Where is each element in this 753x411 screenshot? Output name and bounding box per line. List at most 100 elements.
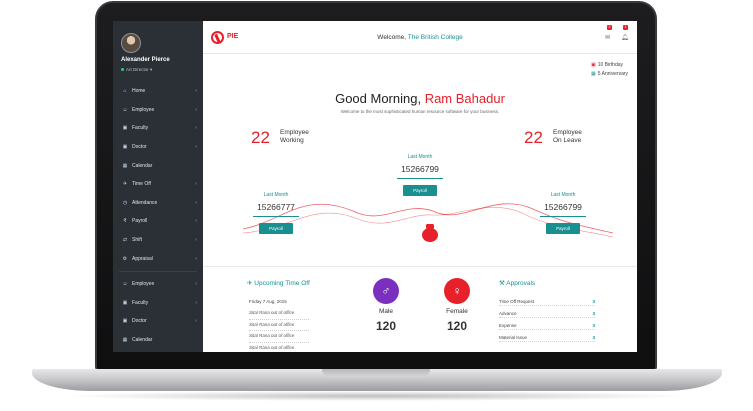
last-month-title: Last Month xyxy=(550,192,576,198)
money-bag-icon xyxy=(422,224,438,242)
user-role-label: Art Director xyxy=(126,67,149,72)
greeting-subtitle: Welcome to the most sophisticated human … xyxy=(340,109,500,114)
sidebar-nav: ⌂ Home ‹ ☺ Employee ‹ ▣ Faculty ‹ ▣ Doctor ‹ ▦ Ca… xyxy=(113,82,203,349)
last-month-right: Last Month 15266799 Payroll xyxy=(531,192,595,235)
time-off-date: Friday 7 Aug, 2015 xyxy=(249,299,287,304)
gift-icon: ▣ xyxy=(591,62,596,68)
female-icon: ♀ xyxy=(444,278,470,304)
sidebar-item-label: Appraisal xyxy=(132,255,153,262)
payroll-button[interactable]: Payroll xyxy=(403,185,437,196)
greeting-heading: Good Morning, Ram Bahadur xyxy=(203,91,637,106)
male-icon: ♂ xyxy=(373,278,399,304)
birthday-link[interactable]: ▣ 10 Birthday xyxy=(591,61,628,70)
events-summary: ▣ 10 Birthday ▦ 5 Anniversary xyxy=(591,61,628,79)
anniversary-link[interactable]: ▦ 5 Anniversary xyxy=(591,70,628,79)
approvals-title: ⚒ Approvals xyxy=(499,279,535,287)
upcoming-time-off-title: ✈ Upcoming Time Off xyxy=(247,279,310,287)
chevron-left-icon: ‹ xyxy=(195,237,197,244)
payroll-button[interactable]: Payroll xyxy=(546,223,580,234)
sidebar-item-label: Shift xyxy=(132,237,143,244)
sidebar-item-employee[interactable]: ☺ Employee ‹ xyxy=(113,101,203,120)
user-name: Alexander Pierce xyxy=(121,57,170,63)
employees-on-leave-label: Employee On Leave xyxy=(553,129,582,144)
payroll-button[interactable]: Payroll xyxy=(259,223,293,234)
chevron-left-icon: ‹ xyxy=(195,281,197,288)
chevron-left-icon: ‹ xyxy=(195,106,197,113)
sidebar-item-label: Employee xyxy=(132,281,155,288)
employees-on-leave-count: 22 xyxy=(524,128,543,147)
approval-count: 3 xyxy=(592,323,595,328)
chevron-left-icon: ‹ xyxy=(195,144,197,151)
logo-text[interactable]: PIE xyxy=(227,33,239,40)
stat-label-line: Working xyxy=(280,136,304,144)
briefcase-icon: ▣ xyxy=(122,318,128,325)
list-item[interactable]: Sital Rana out of office xyxy=(249,331,309,344)
chevron-left-icon: ‹ xyxy=(195,199,197,206)
sidebar-item-home[interactable]: ⌂ Home ‹ xyxy=(113,82,203,101)
last-month-underline xyxy=(253,216,299,217)
approval-label: Advance xyxy=(499,311,517,316)
briefcase-icon: ▣ xyxy=(122,144,128,151)
mail-badge: 2 xyxy=(607,25,612,30)
calendar-icon: ▦ xyxy=(122,337,128,344)
approval-row[interactable]: Advance 3 xyxy=(499,311,595,318)
sidebar-item-calendar[interactable]: ▦ Calendar xyxy=(113,156,203,175)
mail-icon[interactable]: ✉ xyxy=(605,35,611,41)
approval-count: 3 xyxy=(592,335,595,340)
hammer-icon: ⚒ xyxy=(499,280,507,287)
sidebar-item-time-off[interactable]: ✈ Time Off ‹ xyxy=(113,175,203,194)
sidebar-item-faculty[interactable]: ▣ Faculty ‹ xyxy=(113,119,203,138)
chevron-left-icon: ‹ xyxy=(195,255,197,262)
sidebar-item-label: Time Off xyxy=(132,181,151,188)
sidebar-item-doctor-2[interactable]: ▣ Doctor ‹ xyxy=(113,312,203,331)
bell-badge: 1 xyxy=(623,25,628,30)
sidebar-item-doctor[interactable]: ▣ Doctor ‹ xyxy=(113,138,203,157)
briefcase-icon: ▣ xyxy=(122,299,128,306)
bell-icon[interactable]: 🔔︎ xyxy=(621,35,629,41)
sidebar-item-label: Faculty xyxy=(132,125,149,132)
approval-row[interactable]: Time Off Request 3 xyxy=(499,299,595,306)
briefcase-icon: ▣ xyxy=(122,125,128,132)
greeting-prefix: Good Morning, xyxy=(335,91,425,106)
anniversary-text: 5 Anniversary xyxy=(597,71,629,77)
stat-label-line: On Leave xyxy=(553,136,582,144)
last-month-value: 15266777 xyxy=(257,202,295,212)
sidebar-item-label: Employee xyxy=(132,106,155,113)
user-role[interactable]: Art Director ▾ xyxy=(121,67,152,73)
chevron-left-icon: ‹ xyxy=(195,88,197,95)
calendar-icon: ▦ xyxy=(591,71,596,77)
plane-icon: ✈ xyxy=(122,181,128,188)
sidebar-item-calendar-2[interactable]: ▦ Calendar xyxy=(113,331,203,350)
users-icon: ☺ xyxy=(122,106,128,113)
sidebar-item-label: Attendance xyxy=(132,199,158,206)
sidebar-item-label: Faculty xyxy=(132,299,149,306)
approval-label: Time Off Request xyxy=(499,299,535,304)
list-item[interactable]: Sital Rana out of office xyxy=(249,343,309,352)
sidebar-item-attendance[interactable]: ◷ Attendance ‹ xyxy=(113,194,203,213)
flow-curve-line xyxy=(242,203,614,234)
list-item[interactable]: Sital Rana out of office xyxy=(249,320,309,332)
sidebar-item-shift[interactable]: ⇄ Shift ‹ xyxy=(113,231,203,250)
sidebar-item-appraisal[interactable]: ⚙ Appraisal ‹ xyxy=(113,249,203,268)
last-month-title: Last Month xyxy=(407,154,433,160)
calendar-icon: ▦ xyxy=(122,162,128,169)
avatar[interactable] xyxy=(121,33,141,53)
sidebar: Alexander Pierce Art Director ▾ ⌂ Home ‹ ☺… xyxy=(113,21,203,352)
last-month-value: 15266799 xyxy=(544,202,582,212)
approval-row[interactable]: Expense 3 xyxy=(499,323,595,330)
laptop-notch xyxy=(322,369,430,377)
plane-icon: ✈ xyxy=(247,280,255,287)
sidebar-item-label: Doctor xyxy=(132,144,147,151)
pie-logo-icon[interactable] xyxy=(211,31,224,44)
last-month-center: Last Month 15266799 Payroll xyxy=(388,154,452,197)
sidebar-item-faculty-2[interactable]: ▣ Faculty ‹ xyxy=(113,294,203,313)
sidebar-item-payroll[interactable]: ₹ Payroll ‹ xyxy=(113,212,203,231)
last-month-underline xyxy=(397,178,443,179)
sidebar-item-employee-2[interactable]: ☺ Employee ‹ xyxy=(113,275,203,294)
home-icon: ⌂ xyxy=(123,88,127,95)
approval-row[interactable]: Material Issue 3 xyxy=(499,335,595,342)
last-month-value: 15266799 xyxy=(401,164,439,174)
clock-icon: ◷ xyxy=(122,199,128,206)
list-item[interactable]: Sital Rana out of office xyxy=(249,308,309,320)
time-off-list: Friday 7 Aug, 2015 Sital Rana out of off… xyxy=(249,297,309,352)
